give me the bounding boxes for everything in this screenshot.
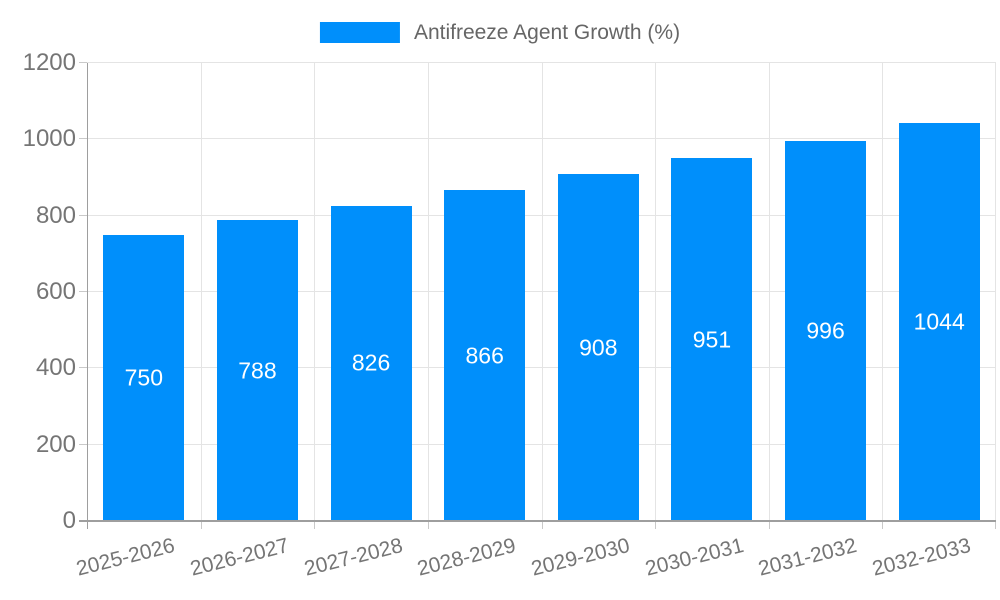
bar[interactable]: 1044	[898, 122, 980, 521]
x-tick-mark	[768, 521, 770, 529]
gridline-vertical	[768, 63, 770, 521]
x-tick-mark	[882, 521, 884, 529]
y-tick-mark	[79, 214, 87, 216]
gridline-vertical	[314, 63, 316, 521]
y-axis-tick-label: 1000	[22, 125, 76, 153]
gridline-vertical	[427, 63, 429, 521]
bar-value-label: 951	[692, 326, 732, 353]
bar[interactable]: 788	[216, 220, 298, 521]
x-axis-category-label: 2030-2031	[642, 534, 746, 581]
y-axis-tick-label: 600	[35, 278, 76, 305]
bar-value-label: 866	[465, 342, 504, 369]
y-axis-tick-label: 200	[35, 430, 76, 458]
bar-value-label: 996	[806, 317, 845, 344]
x-axis-category-label: 2032-2033	[869, 534, 973, 581]
y-tick-mark	[79, 62, 87, 63]
gridline-horizontal	[87, 62, 996, 63]
y-axis-tick-label: 800	[35, 201, 76, 229]
legend-swatch	[319, 22, 400, 43]
bar[interactable]: 826	[330, 205, 412, 521]
x-axis-category-label: 2026-2027	[187, 534, 292, 581]
bar-value-label: 826	[351, 349, 391, 376]
gridline-vertical	[200, 63, 202, 521]
bar[interactable]: 996	[785, 140, 867, 521]
y-axis-tick-label: 1200	[22, 49, 76, 76]
x-axis-line	[79, 520, 996, 522]
bar[interactable]: 866	[444, 190, 526, 521]
x-axis-category-label: 2027-2028	[301, 534, 405, 581]
x-axis-category-label: 2031-2032	[756, 534, 860, 581]
x-tick-mark	[655, 521, 657, 529]
x-axis-category-label: 2028-2029	[415, 534, 519, 581]
bar[interactable]: 951	[671, 158, 753, 521]
bar-value-label: 908	[579, 334, 618, 361]
legend-item[interactable]: Antifreeze Agent Growth (%)	[319, 20, 681, 45]
x-axis-category-label: 2025-2026	[74, 534, 178, 581]
gridline-vertical	[541, 63, 543, 521]
gridline-vertical	[655, 63, 657, 521]
bar-value-label: 1044	[913, 308, 965, 335]
x-tick-mark	[200, 521, 202, 529]
gridline-vertical	[995, 63, 996, 521]
y-tick-mark	[79, 138, 87, 140]
legend-label: Antifreeze Agent Growth (%)	[413, 21, 681, 44]
gridline-vertical	[882, 63, 884, 521]
bar-value-label: 750	[124, 364, 163, 391]
bar-value-label: 788	[238, 357, 277, 384]
y-axis-line	[87, 63, 88, 529]
bar[interactable]: 750	[103, 234, 185, 521]
x-axis-category-label: 2029-2030	[528, 534, 632, 581]
x-tick-mark	[427, 521, 429, 529]
x-tick-mark	[314, 521, 316, 529]
y-tick-mark	[79, 367, 87, 369]
y-tick-mark	[79, 291, 87, 292]
bar[interactable]: 908	[557, 174, 639, 521]
y-axis-tick-label: 400	[35, 354, 76, 382]
y-tick-mark	[79, 443, 87, 445]
x-tick-mark	[995, 521, 996, 529]
y-axis-tick-label: 0	[62, 507, 76, 534]
x-tick-mark	[541, 521, 543, 529]
plot-area: 750 788 826 866 908 951 996 1044	[79, 62, 996, 529]
